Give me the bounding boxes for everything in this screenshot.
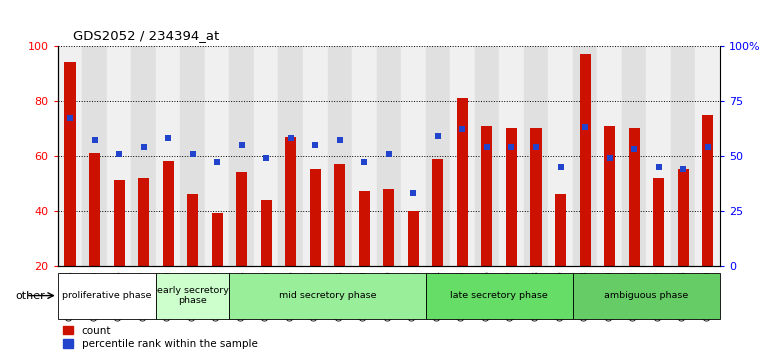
Point [701, 144, 714, 150]
Point [677, 166, 689, 172]
Point [579, 124, 591, 130]
Bar [236, 172, 247, 266]
Point [358, 160, 370, 165]
Text: late secretory phase: late secretory phase [450, 291, 548, 300]
Point [309, 142, 321, 148]
Bar [180, 46, 205, 266]
Text: proliferative phase: proliferative phase [62, 291, 152, 300]
Bar [138, 178, 149, 266]
Bar [107, 46, 132, 266]
Bar [678, 170, 688, 266]
Point [211, 160, 223, 165]
Bar [524, 46, 548, 266]
Bar [604, 126, 615, 266]
Bar [229, 273, 426, 319]
Bar [205, 46, 229, 266]
Text: GDS2052 / 234394_at: GDS2052 / 234394_at [73, 29, 219, 42]
Bar [229, 46, 254, 266]
Point [432, 133, 444, 139]
Point [113, 151, 126, 156]
Bar [580, 54, 591, 266]
Point [480, 144, 493, 150]
Point [64, 116, 76, 121]
Bar [426, 273, 573, 319]
Point [457, 127, 469, 132]
Bar [628, 128, 640, 266]
Bar [261, 200, 272, 266]
Point [89, 138, 101, 143]
Bar [555, 194, 566, 266]
Bar [426, 46, 450, 266]
Bar [82, 46, 107, 266]
Bar [598, 46, 622, 266]
Bar [401, 46, 426, 266]
Bar [58, 46, 82, 266]
Text: mid secretory phase: mid secretory phase [279, 291, 377, 300]
Bar [65, 62, 75, 266]
Bar [573, 46, 598, 266]
Bar [285, 137, 296, 266]
Bar [58, 273, 156, 319]
Point [260, 155, 273, 161]
Bar [377, 46, 401, 266]
Bar [433, 159, 444, 266]
Point [236, 142, 248, 148]
Bar [310, 170, 321, 266]
Bar [334, 164, 345, 266]
Bar [646, 46, 671, 266]
Bar [548, 46, 573, 266]
Bar [156, 46, 180, 266]
Bar [113, 181, 125, 266]
Point [137, 144, 149, 150]
Point [186, 151, 199, 156]
Bar [254, 46, 279, 266]
Point [407, 190, 420, 196]
Bar [327, 46, 352, 266]
Bar [408, 211, 419, 266]
Bar [499, 46, 524, 266]
Text: early secretory
phase: early secretory phase [157, 286, 229, 305]
Bar [132, 46, 156, 266]
Bar [89, 153, 100, 266]
Bar [695, 46, 720, 266]
Bar [457, 98, 468, 266]
Point [383, 151, 395, 156]
Bar [622, 46, 646, 266]
Bar [506, 128, 517, 266]
Bar [303, 46, 327, 266]
Bar [156, 273, 229, 319]
Bar [474, 46, 499, 266]
Bar [352, 46, 377, 266]
Text: ambiguous phase: ambiguous phase [604, 291, 688, 300]
Point [530, 144, 542, 150]
Bar [359, 192, 370, 266]
Legend: count, percentile rank within the sample: count, percentile rank within the sample [63, 326, 258, 349]
Point [505, 144, 517, 150]
Point [162, 135, 174, 141]
Bar [573, 273, 720, 319]
Point [604, 155, 616, 161]
Bar [481, 126, 493, 266]
Bar [383, 189, 394, 266]
Bar [162, 161, 173, 266]
Bar [212, 213, 223, 266]
Point [554, 164, 567, 170]
Point [652, 164, 665, 170]
Bar [702, 115, 713, 266]
Bar [671, 46, 695, 266]
Bar [279, 46, 303, 266]
Text: other: other [15, 291, 45, 301]
Bar [531, 128, 541, 266]
Point [628, 146, 641, 152]
Bar [187, 194, 198, 266]
Point [333, 138, 346, 143]
Bar [450, 46, 474, 266]
Point [285, 135, 297, 141]
Bar [653, 178, 665, 266]
